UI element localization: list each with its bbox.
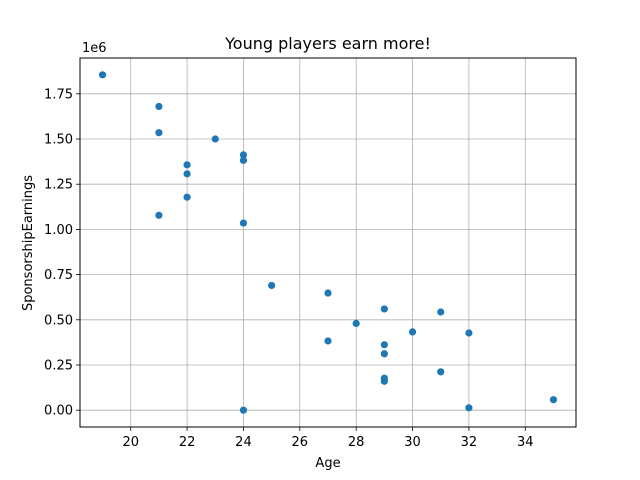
y-tick-label: 0.75 xyxy=(44,268,73,283)
data-point xyxy=(380,305,388,313)
x-tick-label: 32 xyxy=(461,435,478,450)
y-axis-label: SponsorshipEarnings xyxy=(21,175,36,311)
data-point xyxy=(239,151,248,159)
data-point xyxy=(183,161,191,169)
data-point xyxy=(155,102,163,111)
data-point xyxy=(155,129,163,137)
data-point xyxy=(465,329,473,337)
x-axis: 20 22 24 26 28 30 32 34 xyxy=(122,427,534,450)
data-point xyxy=(408,328,417,336)
data-point xyxy=(268,281,276,290)
chart-title: Young players earn more! xyxy=(224,34,431,53)
x-tick-label: 30 xyxy=(404,435,421,450)
x-tick-label: 20 xyxy=(122,435,139,450)
data-point xyxy=(98,71,107,79)
data-point xyxy=(183,193,191,201)
x-tick-label: 28 xyxy=(348,435,365,450)
data-point xyxy=(437,308,445,316)
y-tick-label: 1.50 xyxy=(44,132,73,147)
y-tick-label: 1.75 xyxy=(44,87,73,102)
data-points xyxy=(98,71,558,414)
y-tick-label: 0.00 xyxy=(44,404,73,419)
data-point xyxy=(211,135,219,143)
x-tick-label: 24 xyxy=(235,435,252,450)
data-point xyxy=(324,289,332,297)
x-tick-label: 26 xyxy=(292,435,309,450)
y-tick-label: 0.25 xyxy=(44,358,73,373)
data-point xyxy=(239,156,248,164)
data-point xyxy=(239,406,248,414)
y-axis: 0.00 0.25 0.50 0.75 1.00 1.25 1.50 1.75 xyxy=(44,87,80,419)
data-point xyxy=(465,404,473,412)
plot-frame xyxy=(79,57,577,428)
data-point xyxy=(239,219,248,227)
data-point xyxy=(380,341,388,349)
data-point xyxy=(324,337,332,345)
plot-area xyxy=(79,57,577,428)
data-point xyxy=(155,211,163,219)
data-point xyxy=(549,396,558,404)
grid-lines xyxy=(80,58,576,427)
x-axis-label: Age xyxy=(315,456,340,471)
y-tick-label: 1.25 xyxy=(44,178,73,193)
data-point xyxy=(380,350,388,358)
y-offset-label: 1e6 xyxy=(82,41,107,56)
data-point xyxy=(352,319,360,328)
x-tick-label: 22 xyxy=(179,435,196,450)
data-point xyxy=(380,377,388,385)
y-tick-label: 0.50 xyxy=(44,313,73,328)
x-tick-label: 34 xyxy=(517,435,534,450)
y-tick-label: 1.00 xyxy=(44,223,73,238)
data-point xyxy=(183,170,191,178)
data-point xyxy=(437,368,445,376)
